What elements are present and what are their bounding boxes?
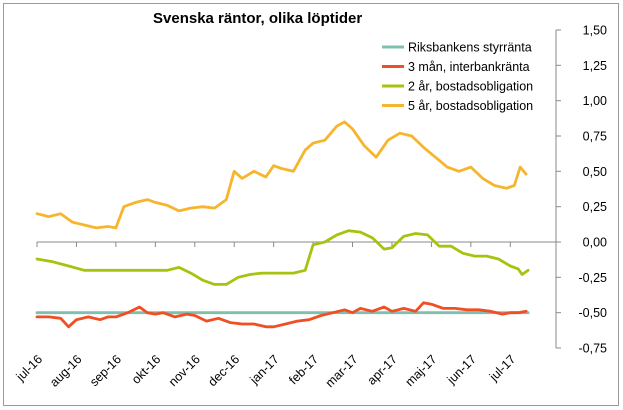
- x-tick-label: nov-16: [166, 352, 203, 389]
- x-tick-label: sep-16: [87, 352, 124, 389]
- y-tick-label: -0,75: [579, 342, 608, 356]
- x-tick-label: dec-16: [205, 352, 242, 389]
- y-tick-label: -0,25: [579, 271, 608, 285]
- y-tick-label: 1,25: [583, 59, 607, 73]
- x-tick-label: jan-17: [247, 352, 282, 387]
- legend: Riksbankens styrränta 3 mån, interbankrän…: [382, 41, 533, 113]
- y-tick-label: 0,25: [583, 200, 607, 214]
- x-tick-label: jul-16: [13, 352, 45, 384]
- x-tick-label: mar-17: [323, 352, 361, 390]
- legend-label: 2 år, bostadsobligation: [408, 80, 533, 94]
- x-tick-label: aug-16: [47, 352, 84, 389]
- chart-title: Svenska räntor, olika löptider: [153, 10, 362, 27]
- y-tick-label: 1,50: [583, 24, 607, 38]
- x-axis: jul-16 aug-16 sep-16 okt-16 nov-16 dec-16 jan-…: [13, 241, 556, 390]
- legend-label: Riksbankens styrränta: [408, 41, 532, 55]
- x-tick-label: jun-17: [444, 352, 479, 387]
- y-tick-label: 1,00: [583, 94, 607, 108]
- x-tick-label: jul-17: [486, 352, 518, 384]
- x-tick-label: okt-16: [129, 352, 163, 386]
- y-tick-label: 0,50: [583, 165, 607, 179]
- legend-label: 3 mån, interbankränta: [408, 60, 530, 74]
- legend-label: 5 år, bostadsobligation: [408, 99, 533, 113]
- series-line-2: [35, 301, 528, 329]
- y-tick-label: -0,50: [579, 306, 608, 320]
- series-line-3: [35, 229, 530, 286]
- series-line-4: [35, 120, 528, 230]
- y-tick-label: 0,00: [583, 236, 607, 250]
- y-axis: 1,50 1,25 1,00 0,75 0,50 0,25 0,00 -0,25 -0,50 -0…: [555, 24, 608, 356]
- chart-frame: [3, 3, 619, 406]
- x-tick-label: apr-17: [365, 352, 400, 387]
- x-tick-label: maj-17: [403, 352, 440, 389]
- x-tick-label: feb-17: [286, 352, 321, 387]
- y-tick-label: 0,75: [583, 130, 607, 144]
